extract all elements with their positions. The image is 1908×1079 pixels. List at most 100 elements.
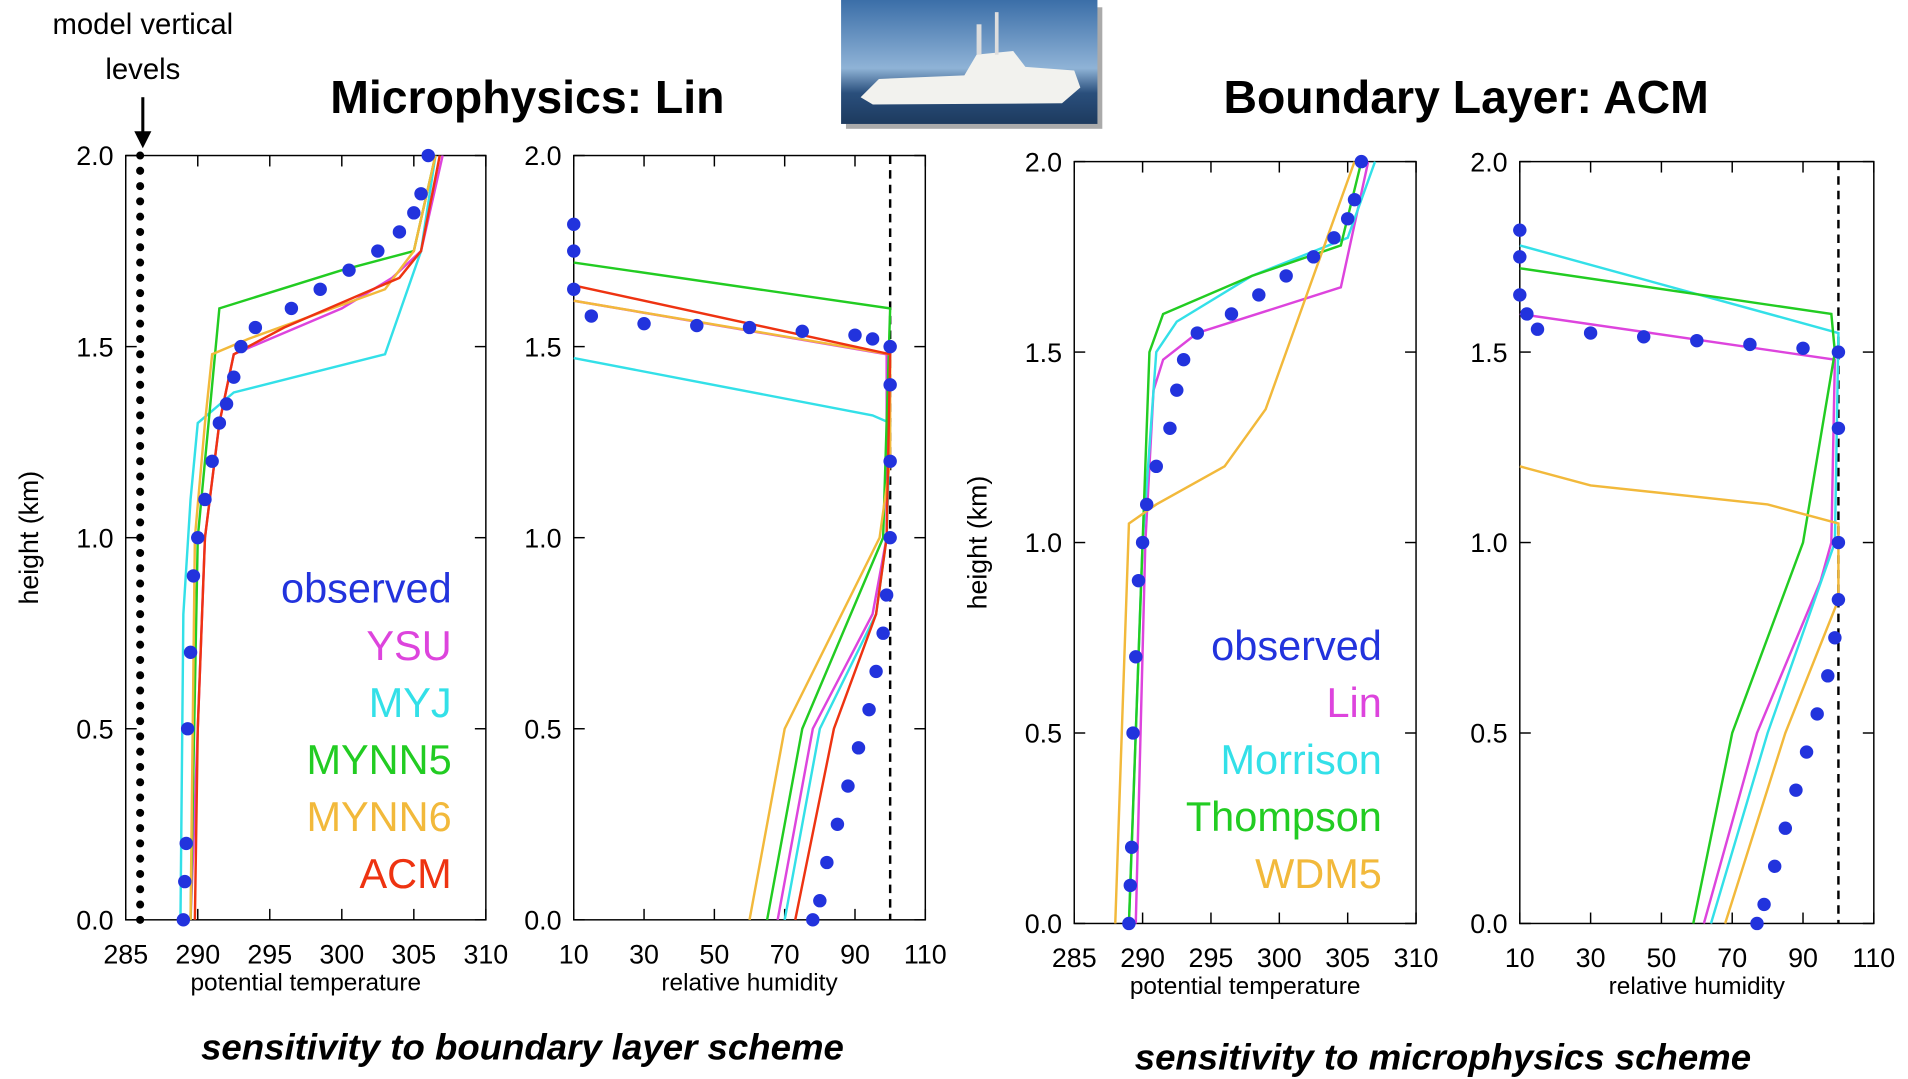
series-line <box>573 356 892 921</box>
data-point <box>1743 337 1757 352</box>
y-axis-label: height (km) <box>962 476 992 610</box>
legend-label: Morrison <box>1220 737 1381 783</box>
data-point <box>212 416 227 430</box>
data-point <box>1135 535 1150 550</box>
data-point <box>1778 821 1793 835</box>
model-level <box>136 625 145 634</box>
data-point <box>1176 353 1191 367</box>
x-tick-label: 30 <box>629 940 659 970</box>
x-tick-label: 310 <box>463 940 508 970</box>
data-point <box>1170 383 1184 397</box>
data-point <box>1126 726 1140 740</box>
data-point <box>198 492 212 507</box>
data-point <box>1767 859 1782 874</box>
model-level <box>136 655 145 664</box>
x-tick-label: 290 <box>1120 943 1165 973</box>
y-tick-label: 0.0 <box>524 906 561 936</box>
model-level <box>136 869 145 878</box>
model-level <box>136 182 145 191</box>
series-line <box>573 261 892 921</box>
y-axis-label: height (km) <box>14 471 44 605</box>
y-tick-label: 0.5 <box>76 715 113 745</box>
series-line <box>1519 244 1840 924</box>
model-level <box>136 334 145 343</box>
x-tick-label: 110 <box>904 940 947 970</box>
x-axis-label: potential temperature <box>1130 973 1361 1000</box>
data-point <box>690 318 704 333</box>
model-level <box>136 518 145 527</box>
y-tick-label: 1.5 <box>1025 338 1062 368</box>
data-point <box>883 378 897 392</box>
data-point <box>421 148 435 163</box>
x-tick-label: 285 <box>1052 943 1097 973</box>
data-point <box>1513 223 1527 237</box>
legend-label: Thompson <box>1186 794 1382 840</box>
x-tick-label: 305 <box>1325 943 1370 973</box>
data-point <box>179 836 193 851</box>
series-line <box>573 299 892 921</box>
data-point <box>813 894 827 908</box>
model-level <box>136 762 145 771</box>
x-tick-label: 300 <box>1257 943 1302 973</box>
model-level <box>136 717 145 726</box>
data-point <box>795 324 809 339</box>
caption: sensitivity to microphysics scheme <box>1135 1036 1751 1077</box>
model-level <box>136 747 145 756</box>
data-point <box>869 664 883 679</box>
y-tick-label: 0.5 <box>1025 719 1062 749</box>
model-level <box>136 457 145 466</box>
series-line <box>1519 267 1837 924</box>
x-tick-label: 70 <box>1717 943 1747 973</box>
model-level <box>136 212 145 221</box>
data-point <box>876 626 890 640</box>
model-level <box>136 885 145 894</box>
data-point <box>407 206 421 220</box>
model-level <box>136 640 145 649</box>
model-level <box>136 915 145 924</box>
legend-label: Lin <box>1326 680 1381 726</box>
x-axis-label: potential temperature <box>190 969 421 996</box>
legend-label: observed <box>1211 623 1382 669</box>
y-tick-label: 2.0 <box>1470 147 1507 177</box>
y-tick-label: 2.0 <box>1025 147 1062 177</box>
model-level <box>136 900 145 909</box>
model-level <box>136 273 145 282</box>
x-tick-label: 310 <box>1394 943 1439 973</box>
model-level <box>136 686 145 695</box>
data-point <box>414 187 428 201</box>
model-level <box>136 258 145 267</box>
x-tick-label: 110 <box>1852 943 1895 973</box>
data-point <box>1520 307 1534 321</box>
model-level <box>136 304 145 313</box>
data-point <box>637 316 651 331</box>
x-tick-label: 295 <box>1189 943 1234 973</box>
x-tick-label: 90 <box>1788 943 1818 973</box>
ship-photo <box>841 0 1103 129</box>
model-level <box>136 533 145 542</box>
data-point <box>1831 421 1846 435</box>
model-level <box>136 411 145 420</box>
y-tick-label: 1.0 <box>76 523 113 553</box>
model-level <box>136 793 145 802</box>
model-level <box>136 487 145 496</box>
y-tick-label: 0.0 <box>1470 909 1507 939</box>
panel: 0.0 0.5 1.0 1.5 2.0 10 30 50 70 90 110 relative hum… <box>524 141 946 996</box>
model-level <box>136 441 145 450</box>
data-point <box>1757 897 1771 912</box>
data-point <box>883 530 897 545</box>
panel: 0.0 0.5 1.0 1.5 2.0 285 290 295 300 305 310 potenti… <box>962 147 1438 1000</box>
x-tick-label: 50 <box>699 940 729 970</box>
series-line <box>573 284 892 921</box>
data-point <box>1340 212 1355 226</box>
data-point <box>830 817 845 831</box>
data-point <box>313 282 327 296</box>
x-tick-label: 10 <box>559 940 589 970</box>
data-point <box>284 301 299 316</box>
data-point <box>1796 341 1810 355</box>
series-line <box>179 155 437 920</box>
data-point <box>1354 154 1369 169</box>
y-tick-label: 2.0 <box>76 141 113 171</box>
x-tick-label: 50 <box>1646 943 1676 973</box>
x-axis-label: relative humidity <box>1609 973 1786 1000</box>
